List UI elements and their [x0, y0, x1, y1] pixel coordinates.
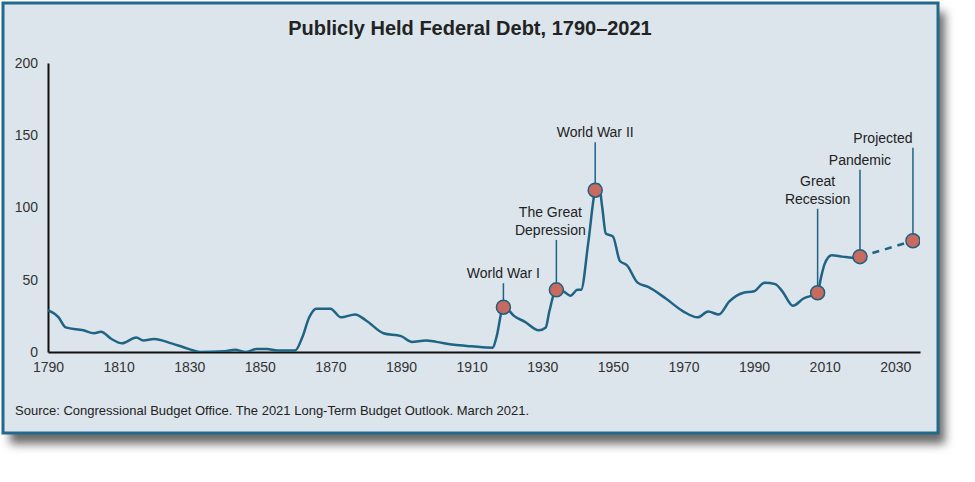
tick: 100 [15, 199, 48, 215]
annotation-label: Great [800, 173, 835, 189]
annotation-point [853, 250, 867, 264]
leader-line [556, 240, 558, 284]
annotation-point [811, 286, 825, 300]
annotation-label: World War I [467, 265, 540, 281]
tick: 1910 [457, 352, 488, 375]
tick-label: 2030 [880, 359, 911, 375]
tick-label: 1810 [104, 359, 135, 375]
tick-label: 50 [22, 272, 38, 288]
annotation-labels: World War I The Great Depression World War … [467, 124, 913, 281]
tick-label: 1990 [739, 359, 770, 375]
annotation-label: The Great [519, 204, 582, 220]
tick-label: 1790 [33, 359, 64, 375]
tick-label: 1850 [245, 359, 276, 375]
leader-line [594, 142, 596, 184]
annotation-leaders [503, 142, 913, 301]
tick-label: 200 [15, 55, 39, 71]
tick-label: 100 [15, 199, 39, 215]
source-note: Source: Congressional Budget Office. The… [15, 403, 529, 418]
tick-label: 1830 [174, 359, 205, 375]
annotation-point [549, 283, 563, 297]
tick-label: 150 [15, 127, 39, 143]
tick-label: 1890 [386, 359, 417, 375]
tick: 1970 [668, 352, 699, 375]
tick: 1830 [174, 352, 205, 375]
tick-label: 1870 [315, 359, 346, 375]
annotation-label: Recession [785, 191, 850, 207]
annotation-point [496, 300, 510, 314]
annotation-label: World War II [557, 124, 634, 140]
tick: 1890 [386, 352, 417, 375]
frame [3, 3, 938, 433]
tick: 200 [15, 55, 48, 71]
tick-label: 1930 [527, 359, 558, 375]
leader-line [817, 209, 819, 287]
tick-label: 1910 [457, 359, 488, 375]
tick: 1870 [315, 352, 346, 375]
annotation-label: Pandemic [829, 152, 891, 168]
tick: 150 [15, 127, 48, 143]
tick: 50 [22, 272, 48, 288]
plot-area [48, 183, 920, 352]
title: Publicly Held Federal Debt, 1790–2021 [288, 17, 652, 39]
tick: 2030 [880, 352, 911, 375]
annotation-label: Depression [515, 222, 586, 238]
tick: 1930 [527, 352, 558, 375]
tick: 1990 [739, 352, 770, 375]
axis-line [49, 352, 921, 354]
tick: 1850 [245, 352, 276, 375]
leader-line [912, 148, 914, 235]
tick-label: 1950 [598, 359, 629, 375]
annotation-point [588, 183, 602, 197]
tick: 2010 [810, 352, 841, 375]
annotation-label: Projected [853, 130, 912, 146]
tick-label: 2010 [810, 359, 841, 375]
y-axis: 0 50 100 150 200 [15, 55, 49, 360]
tick: 1810 [104, 352, 135, 375]
tick-label: 1970 [668, 359, 699, 375]
chart: Publicly Held Federal Debt, 1790–2021 179… [0, 0, 975, 482]
tick-label: 0 [30, 344, 38, 360]
leader-line [859, 170, 861, 251]
debt-line [860, 241, 913, 257]
leader-line [503, 283, 505, 301]
tick: 0 [30, 344, 48, 360]
x-axis: 1790 1810 1830 1850 1870 1890 1910 1930 1950 1970… [33, 352, 921, 375]
debt-line [48, 184, 860, 352]
tick: 1950 [598, 352, 629, 375]
annotation-point [906, 234, 920, 248]
